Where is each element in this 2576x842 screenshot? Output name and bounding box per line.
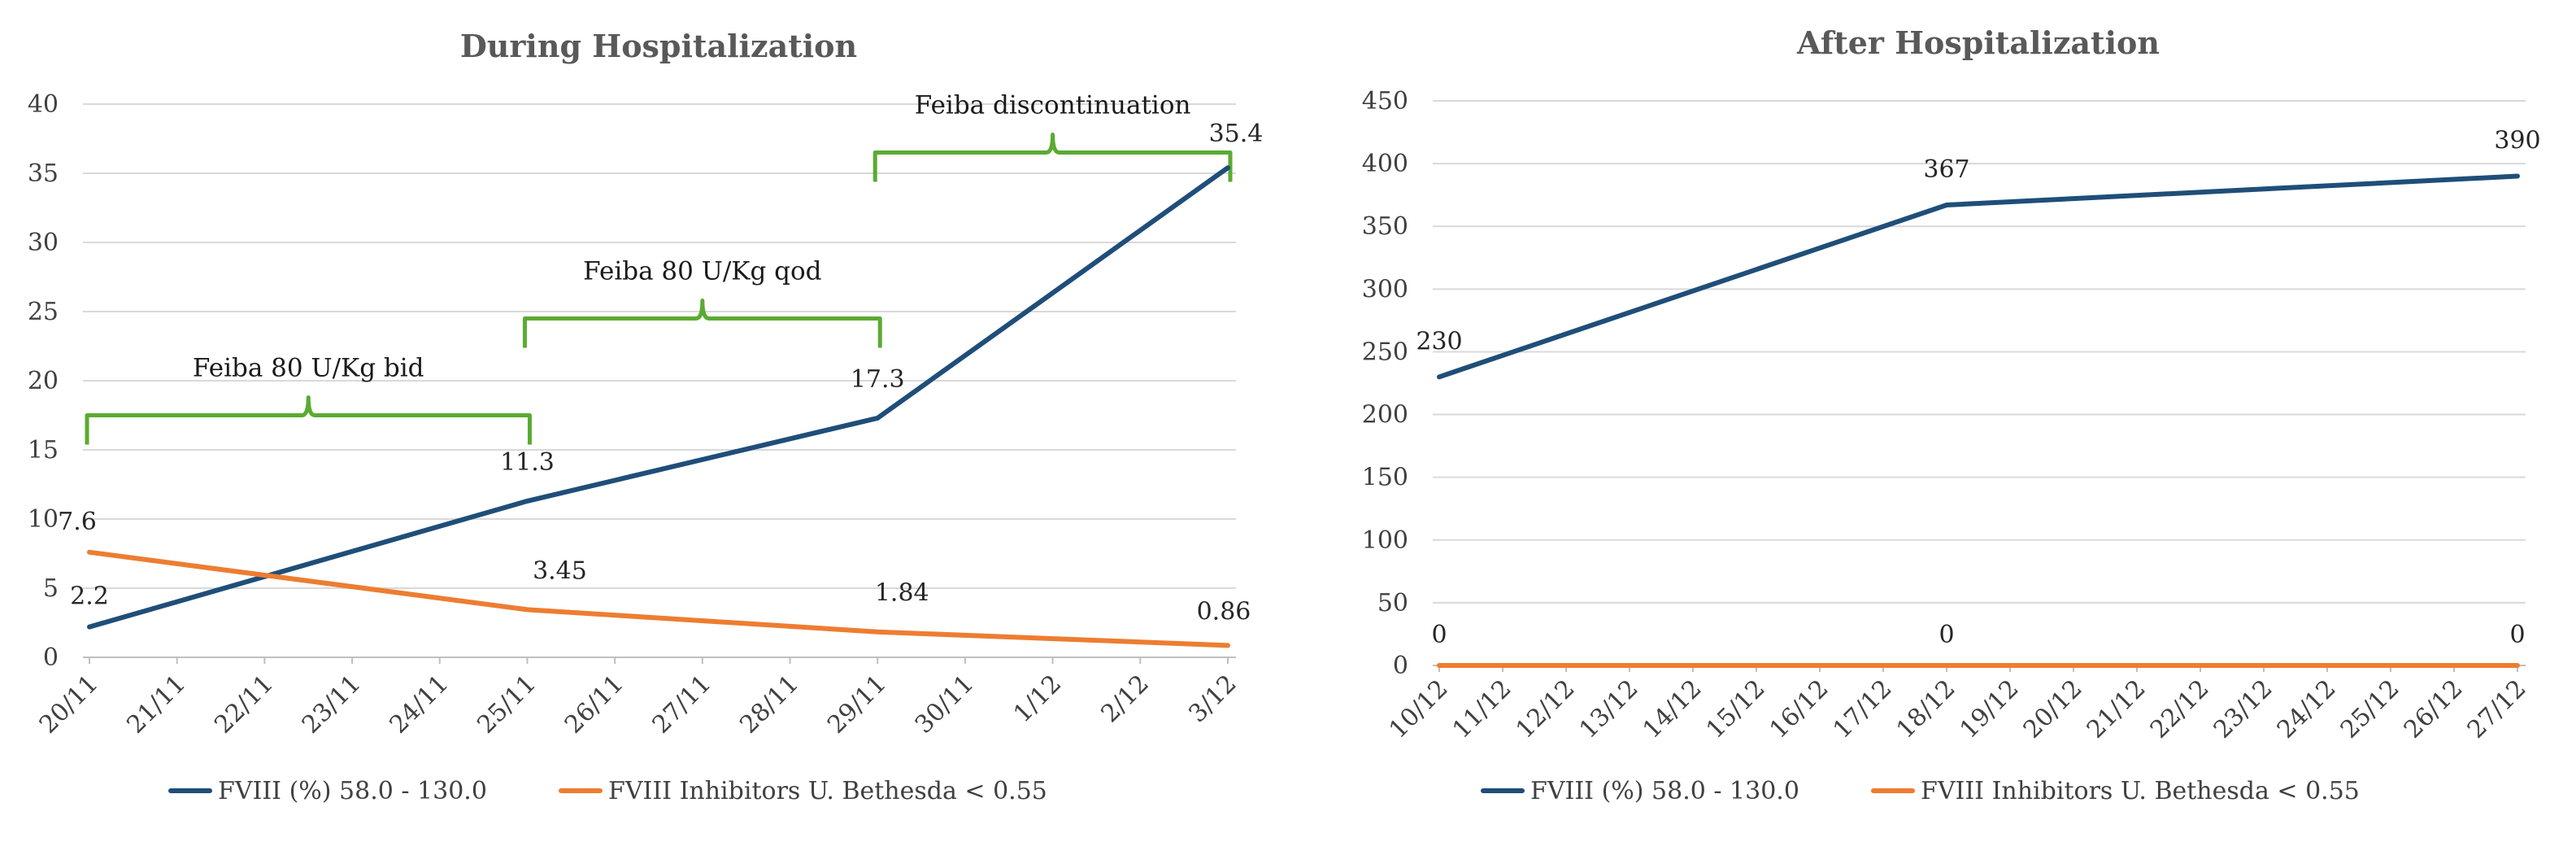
x-tick-label: 22/11 <box>209 670 279 739</box>
y-tick-label: 30 <box>28 229 59 257</box>
x-tick-label: 19/12 <box>1955 674 2025 744</box>
y-tick-label: 250 <box>1362 338 1408 366</box>
x-tick-label: 30/11 <box>910 670 980 739</box>
treatment-label: Feiba discontinuation <box>915 91 1191 120</box>
treatment-label: Feiba 80 U/Kg qod <box>583 257 821 286</box>
data-label: 390 <box>2494 127 2540 155</box>
y-tick-label: 200 <box>1362 401 1408 430</box>
y-tick-label: 150 <box>1362 464 1408 492</box>
chart-after-hospitalization: After Hospitalization 0 50 100 150 200 250 300 3… <box>1362 24 2541 805</box>
legend-entry: FVIII Inhibitors U. Bethesda < 0.55 <box>1921 777 2360 805</box>
y-tick-label: 10 <box>28 505 59 534</box>
data-label: 3.45 <box>533 556 587 585</box>
data-label: 35.4 <box>1209 120 1264 148</box>
x-tick-label: 15/12 <box>1701 674 1771 744</box>
data-label: 0 <box>2509 621 2525 649</box>
series-line-1 <box>1437 173 2520 380</box>
y-tick-label: 20 <box>28 367 59 395</box>
y-tick-label: 15 <box>28 436 59 465</box>
x-tick-label: 25/12 <box>2335 674 2405 744</box>
y-tick-label: 5 <box>43 574 59 603</box>
y-tick-label: 0 <box>43 643 59 672</box>
legend-entry: FVIII (%) 58.0 - 130.0 <box>1530 777 1799 805</box>
x-tick-label: 28/11 <box>734 670 804 739</box>
y-tick-label: 350 <box>1362 212 1408 241</box>
y-tick-label: 25 <box>28 298 59 326</box>
chart-title: During Hospitalization <box>460 28 857 64</box>
data-label: 367 <box>1923 155 1969 184</box>
data-label: 2.2 <box>70 582 109 611</box>
x-tick-label: 27/11 <box>647 670 717 739</box>
x-tick-label: 20/11 <box>34 670 104 739</box>
data-label: 7.6 <box>58 508 97 536</box>
data-label: 230 <box>1416 327 1462 356</box>
x-tick-label: 27/12 <box>2462 674 2532 744</box>
series-line-1 <box>87 165 1230 630</box>
x-tick-label: 20/12 <box>2018 674 2088 744</box>
y-tick-label: 50 <box>1377 589 1408 617</box>
series-line-2 <box>87 549 1230 648</box>
y-tick-label: 40 <box>28 90 59 119</box>
x-tick-label: 18/12 <box>1891 674 1961 744</box>
y-tick-label: 400 <box>1362 150 1408 178</box>
x-tick-label: 3/12 <box>1183 670 1242 728</box>
x-tick-label: 22/12 <box>2145 674 2215 744</box>
treatment-bracket <box>522 299 882 348</box>
x-tick-label: 21/12 <box>2082 674 2152 744</box>
x-tick-label: 13/12 <box>1574 674 1644 744</box>
data-label: 11.3 <box>500 448 555 477</box>
data-label: 0 <box>1939 621 1954 649</box>
x-tick-label: 21/11 <box>121 670 191 739</box>
data-label: 0.86 <box>1197 597 1251 626</box>
legend-entry: FVIII Inhibitors U. Bethesda < 0.55 <box>608 777 1047 805</box>
y-tick-label: 300 <box>1362 275 1408 303</box>
x-tick-label: 10/12 <box>1384 674 1454 744</box>
x-tick-label: 12/12 <box>1511 674 1581 744</box>
legend-entry: FVIII (%) 58.0 - 130.0 <box>218 777 487 805</box>
x-tick-label: 26/11 <box>559 670 629 739</box>
x-tick-label: 14/12 <box>1638 674 1708 744</box>
treatment-bracket <box>85 395 532 445</box>
x-tick-label: 17/12 <box>1828 674 1898 744</box>
chart-during-hospitalization: During Hospitalization 0 5 10 15 20 25 30 35 40 20… <box>28 28 1264 805</box>
x-tick-label: 26/12 <box>2399 674 2469 744</box>
x-tick-label: 23/11 <box>297 670 367 739</box>
treatment-label: Feiba 80 U/Kg bid <box>193 354 424 383</box>
y-tick-label: 450 <box>1362 87 1408 116</box>
x-tick-label: 16/12 <box>1764 674 1834 744</box>
data-label: 1.84 <box>875 579 929 608</box>
x-tick-label: 11/12 <box>1447 674 1517 744</box>
chart-title: After Hospitalization <box>1796 24 2160 61</box>
data-label: 0 <box>1431 621 1447 649</box>
y-tick-label: 100 <box>1362 526 1408 555</box>
data-label: 17.3 <box>851 365 905 394</box>
x-tick-label: 23/12 <box>2208 674 2278 744</box>
x-tick-label: 1/12 <box>1008 670 1067 728</box>
x-tick-label: 24/11 <box>385 670 455 739</box>
treatment-bracket <box>872 133 1233 182</box>
x-tick-label: 2/12 <box>1096 670 1155 728</box>
x-tick-label: 24/12 <box>2272 674 2342 744</box>
x-tick-label: 29/11 <box>822 670 892 739</box>
x-tick-label: 25/11 <box>472 670 542 739</box>
y-tick-label: 35 <box>28 159 59 188</box>
y-tick-label: 0 <box>1393 652 1408 680</box>
